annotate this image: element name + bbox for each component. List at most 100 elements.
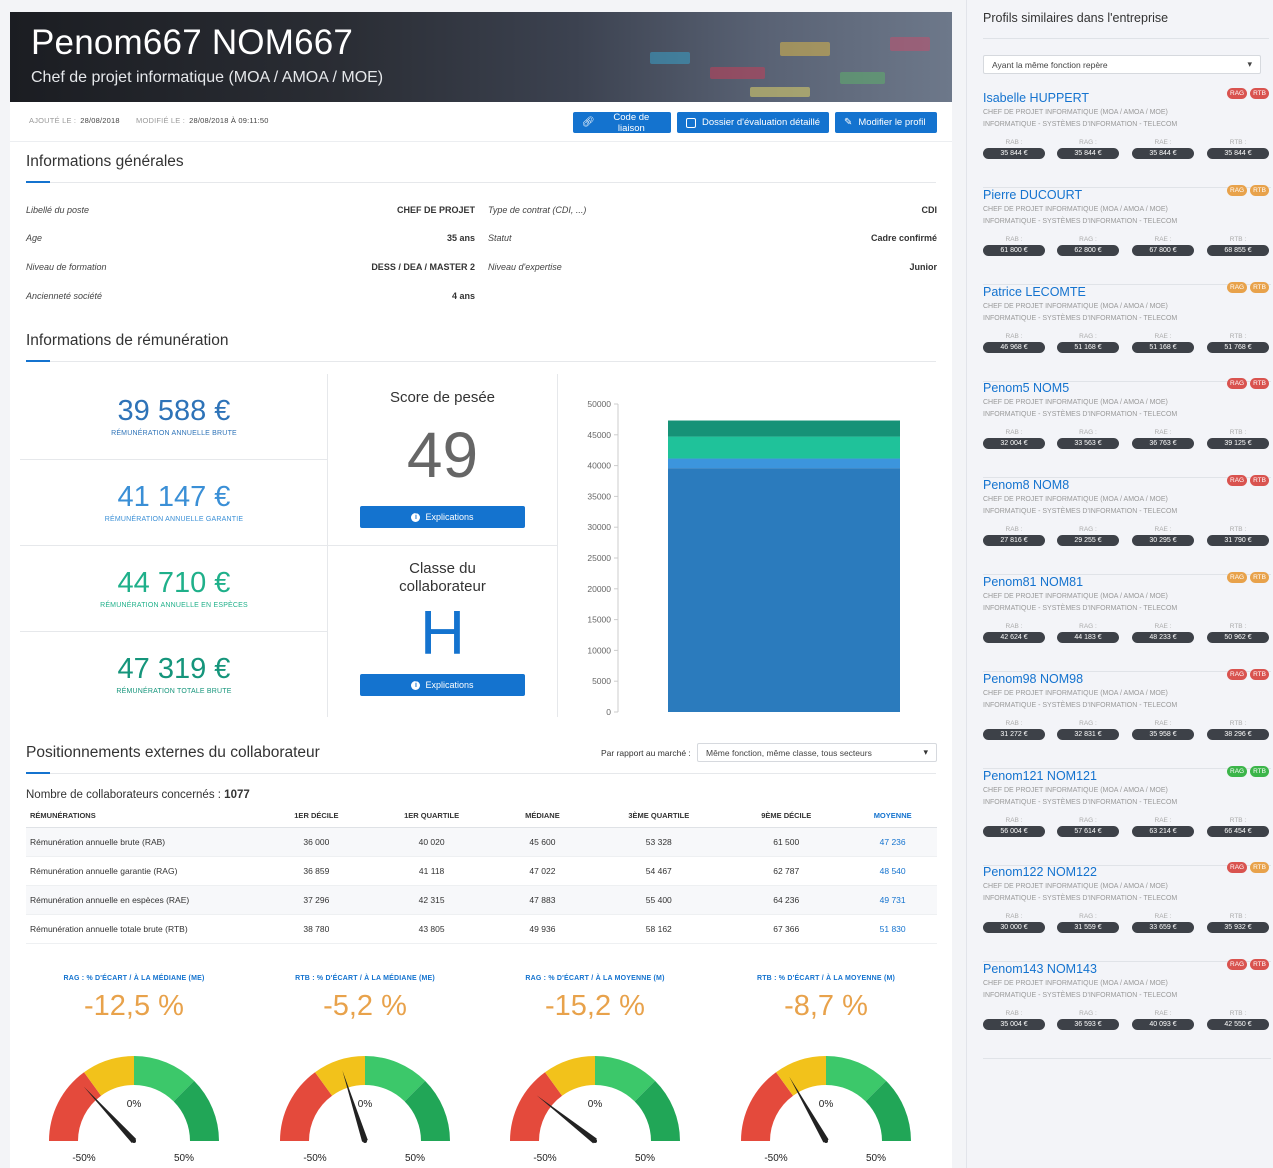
similar-profile-card[interactable]: Penom143 NOM143 CHEF DE PROJET INFORMATIQ… [983,959,1271,1060]
table-cell: 67 366 [724,914,849,944]
similar-profile-name[interactable]: Isabelle HUPPERT [983,91,1090,105]
document-icon [686,117,696,128]
bar-segment-2 [668,436,900,459]
table-cell: 47 022 [491,856,594,886]
gauge-min-label: -50% [72,1153,95,1163]
similar-profile-card[interactable]: Patrice LECOMTE CHEF DE PROJET INFORMATIQ… [983,281,1271,382]
divider [557,374,558,717]
pencil-icon: ✎ [844,117,853,128]
similar-profile-card[interactable]: Penom5 NOM5 CHEF DE PROJET INFORMATIQUE (… [983,378,1271,479]
similar-profile-values: RAB :61 800 € RAG :62 800 € RAE :67 800 € R… [983,236,1269,260]
similar-profile-job: CHEF DE PROJET INFORMATIQUE (MOA / AMOA … [983,786,1168,794]
table-cell: 37 296 [260,885,372,915]
similar-profile-value: RAB : 42 624 € [983,623,1045,643]
similar-profile-name[interactable]: Penom143 NOM143 [983,962,1097,977]
market-select[interactable]: Même fonction, même classe, tous secteur… [697,743,937,762]
positioning-title: Positionnements externes du collaborateu… [26,744,320,761]
value-pill: 31 559 € [1057,922,1119,934]
value-pill: 42 550 € [1207,1019,1269,1031]
similar-profile-value: RAG :62 800 € [1057,236,1119,256]
value-key: RTB : [1229,139,1247,146]
table-cell: Rémunération annuelle en espèces (RAE) [26,885,261,915]
similar-profile-name[interactable]: Penom8 NOM8 [983,478,1070,493]
remuneration-box: 44 710 € RÉMUNÉRATION ANNUELLE EN ESPÈCES [20,567,328,609]
liaison-code-button[interactable]: 🔗︎ Code de liaison [573,112,671,134]
gauge-red-zone [510,1072,563,1141]
gauge-dial: 0% -50% 50% [49,1056,219,1163]
similar-profile-name[interactable]: Penom121 NOM121 [983,768,1097,783]
modify-profile-button[interactable]: ✎ Modifier le profil [835,112,937,133]
similar-profile-value: RAE :36 763 € [1132,429,1194,450]
rag-badge: RAG [1227,862,1248,874]
similar-profile-values: RAB :30 000 € RAG :31 559 € RAE :33 659 € R… [983,913,1269,937]
class-title: Classe du collaborateur [399,560,486,595]
value-pill: 30 000 € [983,922,1045,934]
value-pill: 33 659 € [1132,922,1194,934]
remuneration-box: 39 588 € RÉMUNÉRATION ANNUELLE BRUTE [20,395,328,437]
gauge-green-zone [865,1080,911,1141]
value-pill: 68 855 € [1207,244,1269,256]
similar-profile-name[interactable]: Penom5 NOM5 [983,381,1070,396]
similar-profile-card[interactable]: Pierre DUCOURT CHEF DE PROJET INFORMATIQU… [983,184,1271,285]
value-pill: 51 168 € [1057,341,1119,353]
similar-profile-card[interactable]: Penom121 NOM121 CHEF DE PROJET INFORMATIQ… [983,765,1271,866]
table-cell: 58 162 [593,914,725,944]
similar-profile-job: CHEF DE PROJET INFORMATIQUE (MOA / AMOA … [983,593,1168,600]
gauge-title: RTB : % D'ÉCART / À LA MOYENNE (M) [756,975,896,982]
table-cell: Rémunération annuelle totale brute (RTB) [26,914,261,944]
info-row: Niveau de formation DESS / DEA / MASTER 2 [26,262,475,274]
similar-profile-card[interactable]: Penom81 NOM81 CHEF DE PROJET INFORMATIQUE… [983,572,1271,672]
gauge-title: RAG : % D'ÉCART / À LA MÉDIANE (ME) [63,975,205,982]
status-tags: RAG RTB [1227,88,1269,99]
info-value: 35 ans [446,233,475,243]
gauge-light-green-zone [826,1056,887,1102]
value-key: RAG : [1079,816,1097,824]
status-tags: RAG RTB [1227,668,1269,680]
similar-profile-card[interactable]: Isabelle HUPPERT CHEF DE PROJET INFORMATI… [983,88,1271,188]
similar-profile-value: RAE :40 093 € [1132,1010,1194,1031]
similar-profile-name[interactable]: Penom81 NOM81 [983,575,1084,589]
gauge-red-zone [49,1072,102,1141]
similar-profile-value: RTB : 35 844 € [1207,139,1269,159]
y-tick-label: 5000 [592,676,611,686]
value-key: RAG : [1079,526,1097,534]
table-cell: 47 883 [491,885,594,915]
status-tags: RAG RTB [1227,572,1269,583]
rtb-badge: RTB [1250,668,1269,680]
similar-profile-value: RAG :36 593 € [1057,1010,1119,1031]
table-cell: 38 780 [260,914,372,944]
y-tick-label: 20000 [587,584,611,594]
gauge-green-zone [404,1080,450,1141]
gauge-green-zone [173,1080,219,1141]
similar-profile-name[interactable]: Penom122 NOM122 [983,865,1097,880]
table-cell: 64 236 [724,885,849,915]
gauge-pivot [593,1139,597,1143]
similar-profile-name[interactable]: Patrice LECOMTE [983,284,1086,299]
column-header: 1ER QUARTILE [371,805,492,828]
gauge: RTB : % D'ÉCART / À LA MÉDIANE (ME) -5,2 … [255,975,475,1163]
table-cell: 48 540 [848,856,937,886]
gauge-value: -15,2 % [545,990,645,1022]
similar-profile-card[interactable]: Penom98 NOM98 CHEF DE PROJET INFORMATIQUE… [983,668,1271,769]
similar-profile-name[interactable]: Pierre DUCOURT [983,187,1083,202]
score-explain-button[interactable]: i Explications [360,506,525,528]
info-label: Ancienneté société [26,291,103,301]
general-info-title: Informations générales [26,153,184,170]
info-value: 4 ans [451,291,475,301]
similar-profile-value: RTB :51 768 € [1207,333,1269,353]
similar-profile-name[interactable]: Penom98 NOM98 [983,671,1084,686]
value-pill: 35 004 € [983,1019,1045,1031]
evaluation-file-button[interactable]: Dossier d'évaluation détaillé [677,112,829,133]
value-key: RAG : [1079,332,1097,340]
class-explain-button[interactable]: i Explications [360,674,525,696]
similar-profile-values: RAB :46 968 € RAG :51 168 € RAE :51 168 € R… [983,333,1269,357]
similar-profile-card[interactable]: Penom122 NOM122 CHEF DE PROJET INFORMATIQ… [983,862,1271,963]
similar-profile-card[interactable]: Penom8 NOM8 CHEF DE PROJET INFORMATIQUE (… [983,475,1271,576]
similar-profile-values: RAB :56 004 € RAG :57 614 € RAE :63 214 € R… [983,817,1269,841]
similar-profile-job: CHEF DE PROJET INFORMATIQUE (MOA / AMOA … [983,883,1168,891]
info-value: Cadre confirmé [870,233,937,243]
table-cell: 47 236 [848,827,937,857]
similar-filter-select[interactable]: Ayant la même fonction repère [983,55,1261,74]
similar-profile-value: RAE :67 800 € [1132,236,1194,256]
similar-profile-value: RAE : 48 233 € [1132,623,1194,643]
